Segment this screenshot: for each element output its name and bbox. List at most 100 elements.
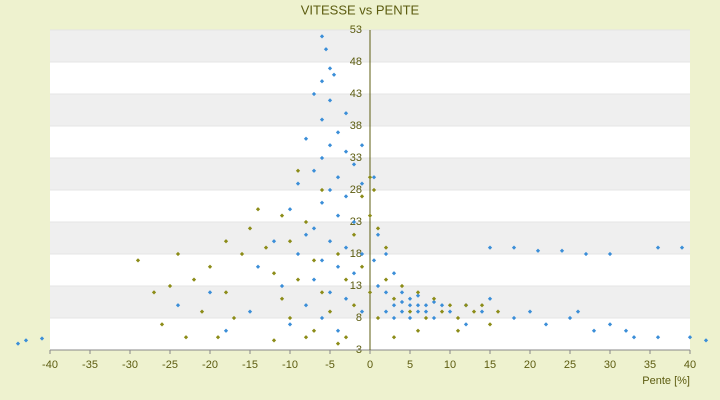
x-tick-label: 5: [407, 359, 413, 371]
x-tick-label: -35: [82, 359, 98, 371]
y-tick-label: 43: [350, 88, 362, 100]
point: [311, 277, 317, 282]
point: [399, 299, 405, 305]
point: [439, 303, 445, 308]
point: [527, 309, 533, 314]
point: [399, 283, 405, 289]
point: [583, 251, 589, 257]
chart-title: VITESSE vs PENTE: [301, 2, 420, 17]
point: [303, 335, 309, 340]
x-tick-label: -5: [325, 359, 335, 371]
point: [343, 245, 349, 250]
x-tick-label: 20: [524, 359, 536, 371]
point: [255, 207, 261, 212]
point: [271, 271, 277, 276]
point: [175, 303, 181, 308]
point: [319, 315, 325, 321]
point: [431, 315, 437, 321]
point: [319, 155, 325, 161]
point: [391, 296, 397, 301]
point: [343, 149, 349, 154]
point: [279, 296, 285, 301]
x-tick-label: 30: [604, 359, 616, 371]
point: [415, 309, 421, 314]
point: [351, 162, 357, 167]
point: [295, 277, 301, 282]
point: [303, 136, 309, 141]
y-tick-label: 18: [350, 248, 362, 260]
point: [287, 315, 293, 321]
point: [607, 251, 613, 257]
x-tick-label: 15: [484, 359, 496, 371]
y-tick-label: 28: [350, 184, 362, 196]
point: [335, 264, 341, 269]
point: [327, 309, 333, 314]
point: [311, 226, 317, 231]
point: [487, 296, 493, 301]
point: [351, 219, 357, 225]
point: [423, 303, 429, 308]
point: [543, 322, 549, 327]
point: [319, 258, 325, 263]
point: [375, 283, 381, 289]
point: [335, 213, 341, 218]
point: [263, 245, 269, 250]
x-axis-title: Pente [%]: [642, 375, 690, 387]
point: [223, 239, 229, 244]
point: [687, 335, 693, 340]
x-tick-label: -10: [282, 359, 298, 371]
point: [351, 232, 357, 237]
point: [623, 328, 629, 333]
point: [383, 251, 389, 257]
x-tick-label: 0: [367, 359, 373, 371]
point: [495, 309, 501, 314]
point: [399, 309, 405, 314]
point: [335, 328, 341, 333]
point: [183, 335, 189, 340]
point: [383, 309, 389, 314]
point: [311, 328, 317, 333]
point: [343, 194, 349, 199]
point: [559, 248, 565, 253]
point: [391, 271, 397, 276]
point: [391, 303, 397, 308]
point: [655, 335, 661, 340]
point: [367, 290, 373, 295]
point: [383, 290, 389, 295]
point: [303, 303, 309, 308]
point: [311, 168, 317, 173]
point: [367, 175, 373, 180]
point: [399, 290, 405, 295]
point: [479, 309, 485, 314]
point: [455, 328, 461, 333]
point: [23, 338, 29, 343]
point: [383, 277, 389, 282]
point: [471, 309, 477, 314]
y-tick-label: 13: [350, 280, 362, 292]
point: [447, 309, 453, 314]
point: [311, 258, 317, 263]
point: [343, 296, 349, 301]
point: [231, 315, 237, 321]
point: [359, 309, 365, 314]
x-tick-label: 35: [644, 359, 656, 371]
point: [391, 315, 397, 321]
point: [247, 226, 253, 231]
y-tick-label: 8: [356, 312, 362, 324]
point: [359, 251, 365, 257]
point: [359, 143, 365, 148]
point: [351, 271, 357, 276]
point: [335, 130, 341, 135]
y-tick-label: 33: [350, 152, 362, 164]
point: [191, 277, 197, 282]
point: [359, 181, 365, 186]
y-tick-label: 48: [350, 56, 362, 68]
y-tick-label: 53: [350, 24, 362, 36]
point: [215, 335, 221, 340]
x-tick-label: -25: [162, 359, 178, 371]
point: [431, 299, 437, 305]
point: [371, 187, 377, 193]
point: [439, 309, 445, 314]
point: [479, 303, 485, 308]
